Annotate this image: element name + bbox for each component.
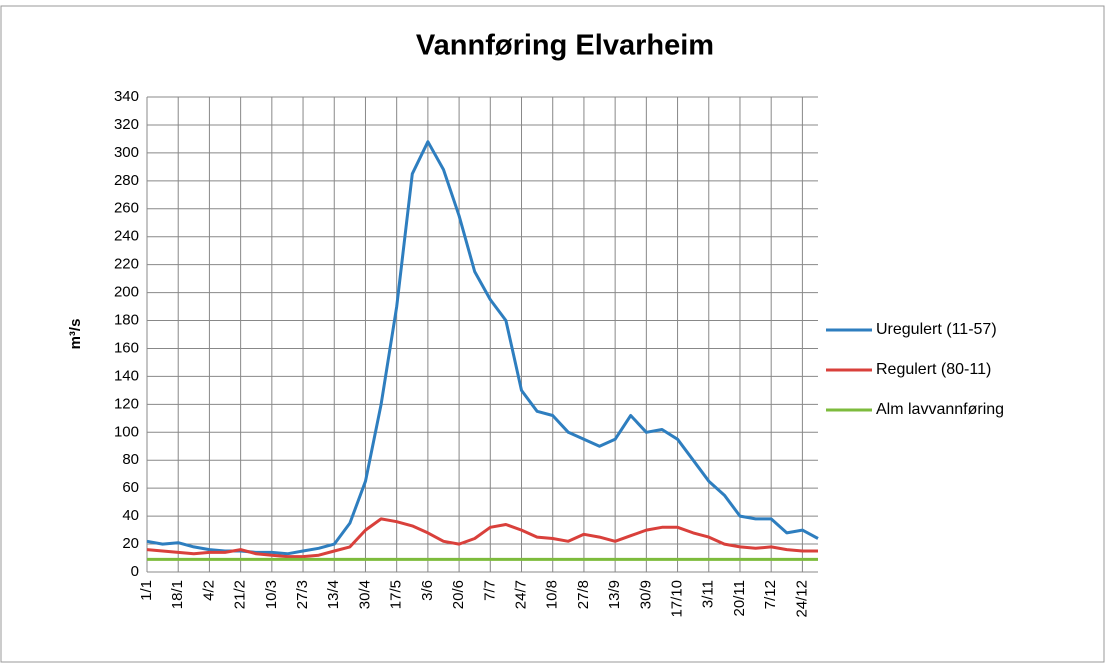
y-tick-label: 80: [122, 451, 139, 468]
x-tick-label: 27/3: [294, 580, 311, 609]
legend-label: Uregulert (11-57): [876, 321, 997, 338]
y-tick-label: 40: [122, 507, 139, 524]
y-tick-label: 180: [114, 311, 139, 328]
x-tick-label: 10/3: [263, 580, 280, 609]
y-tick-label: 240: [114, 228, 139, 245]
y-tick-label: 140: [114, 367, 139, 384]
x-tick-label: 24/12: [793, 580, 810, 618]
y-tick-label: 320: [114, 116, 139, 133]
y-tick-label: 280: [114, 172, 139, 189]
y-tick-label: 340: [114, 88, 139, 105]
y-axis-label: m³/s: [67, 319, 84, 350]
y-tick-label: 220: [114, 256, 139, 273]
legend-label: Regulert (80-11): [876, 361, 991, 378]
x-tick-label: 4/2: [200, 580, 217, 601]
y-tick-label: 20: [122, 535, 139, 552]
x-tick-label: 17/5: [388, 580, 405, 609]
y-tick-label: 300: [114, 144, 139, 161]
y-tick-label: 200: [114, 284, 139, 301]
x-tick-label: 7/7: [481, 580, 498, 601]
y-tick-label: 160: [114, 339, 139, 356]
x-tick-label: 17/10: [669, 580, 686, 618]
y-tick-label: 260: [114, 200, 139, 217]
y-tick-label: 0: [131, 563, 139, 580]
x-tick-label: 3/6: [419, 580, 436, 601]
data-line: [146, 517, 818, 559]
x-tick-label: 21/2: [232, 580, 249, 609]
y-tick-label: 60: [122, 479, 139, 496]
x-tick-label: 13/4: [325, 580, 342, 609]
y-tick-label: 100: [114, 423, 139, 440]
x-tick-label: 30/9: [637, 580, 654, 609]
x-tick-label: 20/6: [450, 580, 467, 609]
x-tick-label: 18/1: [169, 580, 186, 609]
x-tick-label: 27/8: [575, 580, 592, 609]
x-tick-label: 13/9: [606, 580, 623, 609]
x-tick-label: 3/11: [700, 580, 717, 608]
legend-label: Alm lavvannføring: [876, 401, 1004, 418]
x-tick-label: 10/8: [544, 580, 561, 609]
x-tick-label: 30/4: [356, 580, 373, 609]
x-tick-label: 20/11: [731, 580, 748, 616]
x-tick-label: 7/12: [762, 580, 779, 609]
chart-title: Vannføring Elvarheim: [416, 30, 714, 62]
x-tick-label: 24/7: [512, 580, 529, 609]
data-line: [146, 140, 819, 556]
x-tick-label: 1/1: [138, 580, 155, 601]
y-tick-label: 120: [114, 395, 139, 412]
